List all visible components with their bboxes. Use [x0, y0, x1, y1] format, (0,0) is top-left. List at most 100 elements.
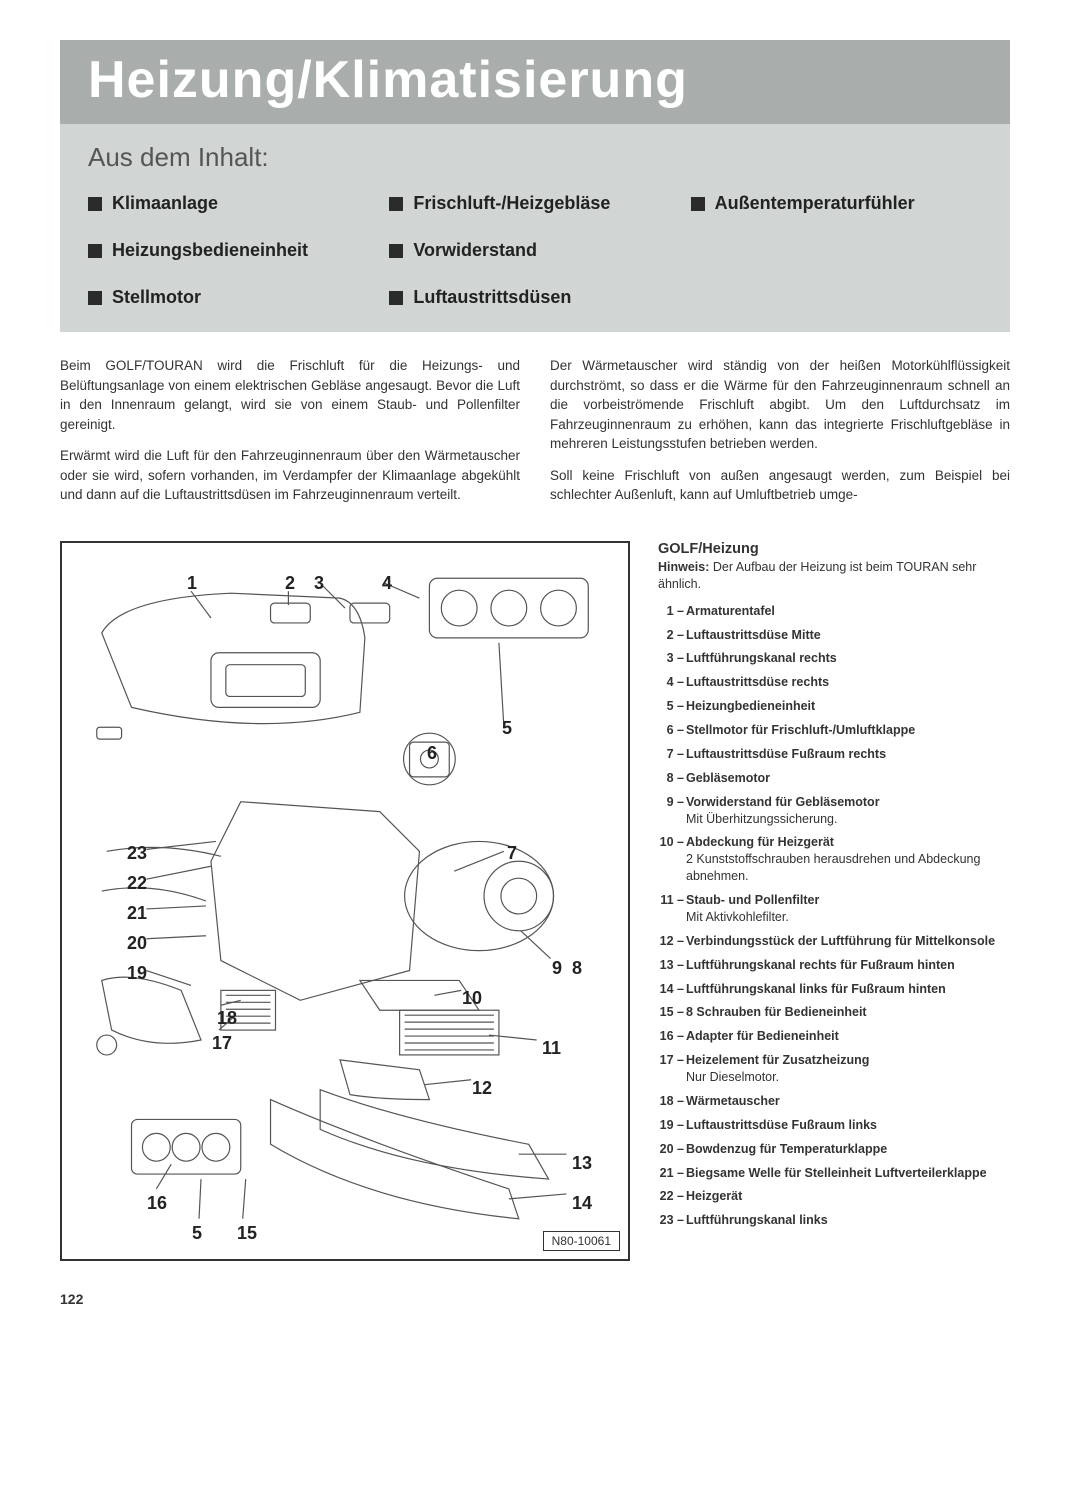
legend-item-number: 7 –	[658, 746, 684, 763]
square-bullet-icon	[389, 291, 403, 305]
topic-item: Luftaustrittsdüsen	[389, 287, 680, 308]
legend-item: 21 – Biegsame Welle für Stelleinheit Luf…	[658, 1165, 1010, 1182]
diagram-callout: 5	[502, 718, 512, 739]
legend-item-label: Verbindungsstück der Luftführung für Mit…	[686, 934, 995, 948]
legend-item-note: Mit Überhitzungssicherung.	[686, 811, 1010, 828]
body-text: Beim GOLF/TOURAN wird die Frischluft für…	[60, 356, 1010, 517]
body-paragraph: Erwärmt wird die Luft für den Fahrzeugin…	[60, 446, 520, 505]
legend-item-number: 3 –	[658, 650, 684, 667]
topic-label: Luftaustrittsdüsen	[413, 287, 571, 308]
diagram-callout: 9	[552, 958, 562, 979]
body-right-column: Der Wärmetauscher wird ständig von der h…	[550, 356, 1010, 517]
diagram-callout: 17	[212, 1033, 232, 1054]
diagram-svg	[62, 543, 628, 1259]
diagram-callout: 7	[507, 843, 517, 864]
legend-item-label: Luftführungskanal rechts für Fußraum hin…	[686, 958, 955, 972]
diagram-callout: 22	[127, 873, 147, 894]
legend-item-label: Luftaustrittsdüse Fußraum rechts	[686, 747, 886, 761]
topic-label: Stellmotor	[112, 287, 201, 308]
diagram-callout: 18	[217, 1008, 237, 1029]
legend-item-note: 2 Kunststoffschrauben herausdrehen und A…	[686, 851, 1010, 885]
legend-item: 11 – Staub- und PollenfilterMit Aktivkoh…	[658, 892, 1010, 926]
legend-item-number: 18 –	[658, 1093, 684, 1110]
legend-hint: Hinweis: Der Aufbau der Heizung ist beim…	[658, 559, 1010, 593]
legend-item-number: 17 –	[658, 1052, 684, 1069]
legend-item: 16 – Adapter für Bedieneinheit	[658, 1028, 1010, 1045]
topic-item: Heizungsbedieneinheit	[88, 240, 379, 261]
legend-item-number: 10 –	[658, 834, 684, 851]
legend-item-number: 13 –	[658, 957, 684, 974]
legend-item: 8 – Gebläsemotor	[658, 770, 1010, 787]
legend: GOLF/Heizung Hinweis: Der Aufbau der Hei…	[658, 541, 1010, 1261]
legend-item-label: Staub- und Pollenfilter	[686, 893, 819, 907]
legend-item-label: Vorwiderstand für Gebläsemotor	[686, 795, 880, 809]
legend-item-label: Armaturentafel	[686, 604, 775, 618]
exploded-diagram: N80-10061 123456789101112131415516171819…	[60, 541, 630, 1261]
legend-item-label: Heizungbedieneinheit	[686, 699, 815, 713]
legend-item-label: Adapter für Bedieneinheit	[686, 1029, 839, 1043]
legend-item-number: 9 –	[658, 794, 684, 811]
chapter-title: Heizung/Klimatisierung	[60, 40, 1010, 124]
diagram-callout: 23	[127, 843, 147, 864]
legend-item: 15 – 8 Schrauben für Bedieneinheit	[658, 1004, 1010, 1021]
legend-item-label: Luftführungskanal rechts	[686, 651, 837, 665]
legend-title: GOLF/Heizung	[658, 541, 1010, 557]
diagram-callout: 15	[237, 1223, 257, 1244]
legend-item: 1 – Armaturentafel	[658, 603, 1010, 620]
legend-hint-label: Hinweis:	[658, 560, 709, 574]
legend-item-number: 15 –	[658, 1004, 684, 1021]
legend-item-label: Luftaustrittsdüse rechts	[686, 675, 829, 689]
legend-item: 7 – Luftaustrittsdüse Fußraum rechts	[658, 746, 1010, 763]
legend-list: 1 – Armaturentafel 2 – Luftaustrittsdüse …	[658, 603, 1010, 1230]
square-bullet-icon	[88, 197, 102, 211]
legend-item-label: Luftführungskanal links für Fußraum hint…	[686, 982, 946, 996]
legend-item-number: 19 –	[658, 1117, 684, 1134]
legend-item: 9 – Vorwiderstand für Gebläsemotor Mit Üb…	[658, 794, 1010, 828]
diagram-callout: 12	[472, 1078, 492, 1099]
square-bullet-icon	[88, 244, 102, 258]
legend-item-number: 2 –	[658, 627, 684, 644]
legend-item: 18 – Wärmetauscher	[658, 1093, 1010, 1110]
topic-label: Vorwiderstand	[413, 240, 537, 261]
lower-content: N80-10061 123456789101112131415516171819…	[60, 541, 1010, 1261]
chapter-subtitle: Aus dem Inhalt:	[60, 124, 1010, 183]
legend-item: 5 – Heizungbedieneinheit	[658, 698, 1010, 715]
legend-item: 19 – Luftaustrittsdüse Fußraum links	[658, 1117, 1010, 1134]
diagram-callout: 8	[572, 958, 582, 979]
legend-item-note: Mit Aktivkohlefilter.	[686, 909, 1010, 926]
legend-item: 6 – Stellmotor für Frischluft-/Umluftkla…	[658, 722, 1010, 739]
legend-item: 3 – Luftführungskanal rechts	[658, 650, 1010, 667]
legend-item-number: 21 –	[658, 1165, 684, 1182]
diagram-callout: 3	[314, 573, 324, 594]
square-bullet-icon	[88, 291, 102, 305]
legend-item-number: 6 –	[658, 722, 684, 739]
diagram-callout: 1	[187, 573, 197, 594]
legend-item: 10 – Abdeckung für Heizgerät 2 Kunststoff…	[658, 834, 1010, 885]
topic-item: Frischluft-/Heizgebläse	[389, 193, 680, 214]
legend-item-number: 22 –	[658, 1188, 684, 1205]
diagram-callout: 10	[462, 988, 482, 1009]
legend-item-number: 8 –	[658, 770, 684, 787]
legend-item: 2 – Luftaustrittsdüse Mitte	[658, 627, 1010, 644]
body-left-column: Beim GOLF/TOURAN wird die Frischluft für…	[60, 356, 520, 517]
diagram-callout: 4	[382, 573, 392, 594]
legend-item: 22 – Heizgerät	[658, 1188, 1010, 1205]
topic-item: Vorwiderstand	[389, 240, 680, 261]
diagram-callout: 2	[285, 573, 295, 594]
body-paragraph: Beim GOLF/TOURAN wird die Frischluft für…	[60, 356, 520, 434]
legend-item: 20 – Bowdenzug für Temperaturklappe	[658, 1141, 1010, 1158]
topic-label: Heizungsbedieneinheit	[112, 240, 308, 261]
diagram-callout: 20	[127, 933, 147, 954]
legend-item-label: Stellmotor für Frischluft-/Umluftklappe	[686, 723, 915, 737]
diagram-callout: 6	[427, 743, 437, 764]
legend-item-label: Abdeckung für Heizgerät	[686, 835, 834, 849]
legend-item-label: Luftaustrittsdüse Mitte	[686, 628, 821, 642]
legend-item: 17 – Heizelement für ZusatzheizungNur Di…	[658, 1052, 1010, 1086]
legend-item-label: Bowdenzug für Temperaturklappe	[686, 1142, 887, 1156]
legend-item-number: 23 –	[658, 1212, 684, 1229]
legend-item-number: 14 –	[658, 981, 684, 998]
legend-item: 4 – Luftaustrittsdüse rechts	[658, 674, 1010, 691]
topic-label: Klimaanlage	[112, 193, 218, 214]
legend-item: 12 – Verbindungsstück der Luftführung fü…	[658, 933, 1010, 950]
legend-item-number: 12 –	[658, 933, 684, 950]
